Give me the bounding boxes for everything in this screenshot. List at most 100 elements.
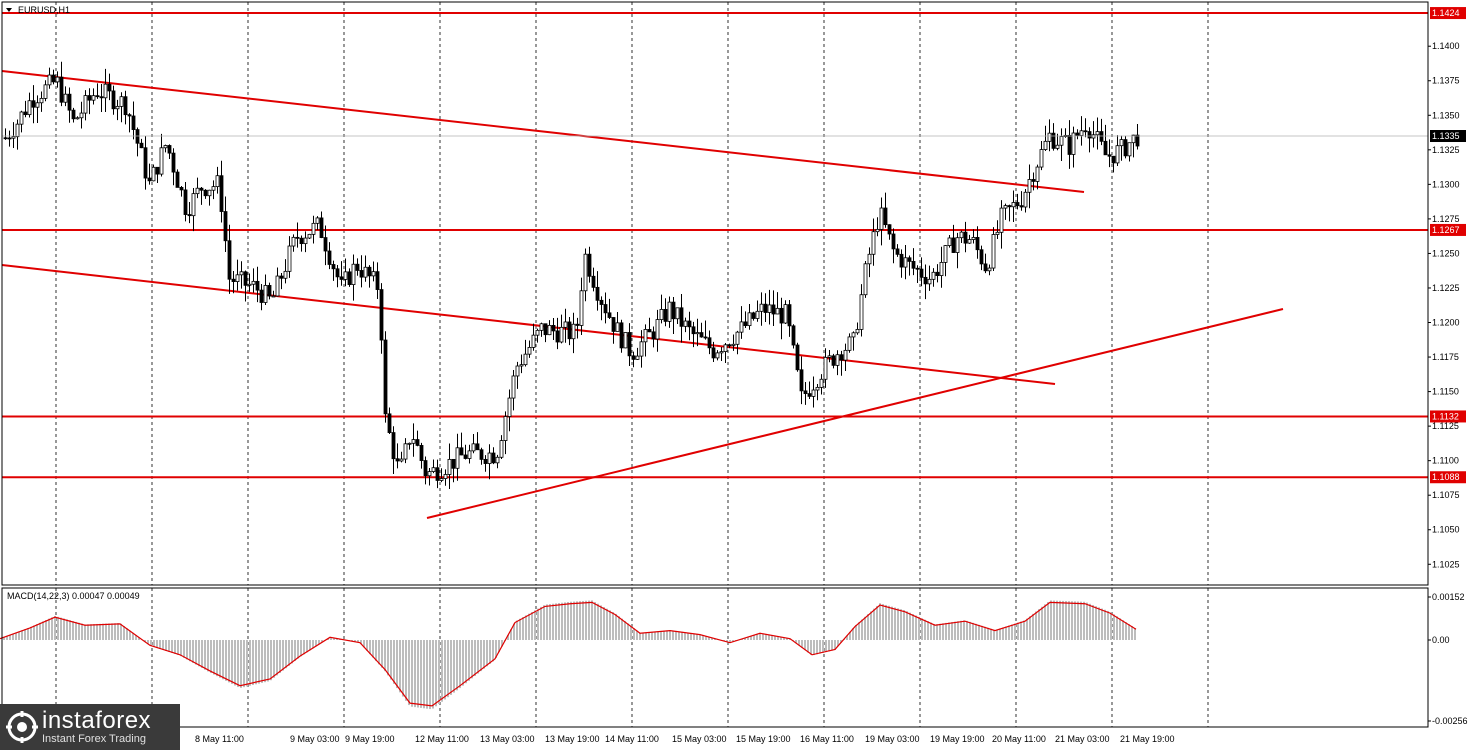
macd-tick-label: 0.00152 xyxy=(1432,592,1465,602)
candle xyxy=(223,196,228,252)
candle xyxy=(171,148,176,186)
time-tick-label: 21 May 19:00 xyxy=(1120,734,1175,744)
candle xyxy=(671,296,676,335)
candle xyxy=(847,333,852,353)
candle xyxy=(519,354,524,374)
candle xyxy=(43,80,48,102)
candle xyxy=(867,247,872,278)
time-tick-label: 13 May 19:00 xyxy=(545,734,600,744)
trendlines xyxy=(1,70,1284,519)
candle xyxy=(795,342,800,372)
candle xyxy=(839,350,844,376)
price-tick-label: 1.1050 xyxy=(1432,525,1460,535)
candle xyxy=(331,260,336,281)
horizontal-levels xyxy=(2,12,1428,479)
candle xyxy=(379,283,384,354)
candle xyxy=(971,229,976,244)
candle xyxy=(695,318,700,347)
chart-frames xyxy=(1,1,1429,728)
candle xyxy=(451,458,456,483)
candle xyxy=(1011,190,1016,222)
candle xyxy=(1003,203,1008,220)
candle xyxy=(295,222,300,248)
candle xyxy=(907,255,912,276)
candle xyxy=(1131,134,1136,158)
candle xyxy=(619,319,624,353)
candle xyxy=(1091,121,1096,148)
candle xyxy=(1055,133,1060,151)
candle xyxy=(883,192,888,228)
candle xyxy=(647,317,652,333)
candle xyxy=(1019,191,1024,211)
candle xyxy=(303,231,308,253)
candle xyxy=(567,316,572,346)
candle xyxy=(491,447,496,465)
candle xyxy=(975,226,980,259)
candlesticks xyxy=(2,61,1428,489)
candle xyxy=(947,235,952,248)
candle xyxy=(311,215,316,244)
candle xyxy=(459,432,464,456)
candle xyxy=(287,236,292,278)
candle xyxy=(87,88,92,115)
candle xyxy=(991,227,996,271)
candle xyxy=(271,290,276,298)
candle xyxy=(735,330,740,355)
candle xyxy=(307,233,312,240)
candle xyxy=(215,166,220,194)
time-axis: 6 May 20258 May 11:009 May 03:009 May 19… xyxy=(5,734,1175,744)
candle xyxy=(831,353,836,369)
candle xyxy=(411,423,416,457)
candle xyxy=(323,225,328,266)
candle xyxy=(1051,123,1056,151)
candle xyxy=(987,264,992,276)
candle xyxy=(415,430,420,447)
price-tick-label: 1.1325 xyxy=(1432,145,1460,155)
candle xyxy=(1027,164,1032,209)
caret-down-icon[interactable] xyxy=(6,8,12,12)
candle xyxy=(763,293,768,323)
price-panel-frame xyxy=(1,1,1429,586)
candle xyxy=(383,331,388,423)
candle xyxy=(219,160,224,223)
candle xyxy=(823,348,828,388)
candle xyxy=(843,343,848,372)
candle xyxy=(555,317,560,350)
candle xyxy=(1031,172,1036,191)
candle xyxy=(23,100,28,118)
candle xyxy=(659,294,664,324)
candle xyxy=(963,221,968,253)
price-tick-label: 1.1100 xyxy=(1432,456,1459,466)
candle xyxy=(591,267,596,292)
candle xyxy=(627,323,632,366)
time-tick-label: 14 May 11:00 xyxy=(605,734,659,744)
trendline[interactable] xyxy=(1,264,1056,385)
time-tick-label: 9 May 19:00 xyxy=(345,734,395,744)
candle xyxy=(1095,117,1100,150)
candle xyxy=(367,265,372,288)
candle xyxy=(231,270,236,294)
trendline[interactable] xyxy=(426,308,1284,519)
candle xyxy=(771,290,776,327)
candle xyxy=(1083,118,1088,138)
level-tag-bg xyxy=(1430,410,1466,423)
candle xyxy=(1103,124,1108,156)
candle xyxy=(919,257,924,287)
candle xyxy=(611,317,616,344)
trendline[interactable] xyxy=(1,70,1085,193)
level-tag-label: 1.1267 xyxy=(1432,225,1460,235)
time-tick-label: 9 May 03:00 xyxy=(290,734,340,744)
candle xyxy=(523,339,528,367)
candle xyxy=(263,274,268,306)
candle xyxy=(703,320,708,340)
candle xyxy=(211,180,216,200)
candle xyxy=(479,447,484,465)
candle xyxy=(663,298,668,327)
candle xyxy=(347,268,352,287)
candle xyxy=(135,127,140,157)
candle xyxy=(155,166,160,184)
candle xyxy=(111,85,116,115)
candle xyxy=(871,218,876,266)
candle xyxy=(707,330,712,355)
